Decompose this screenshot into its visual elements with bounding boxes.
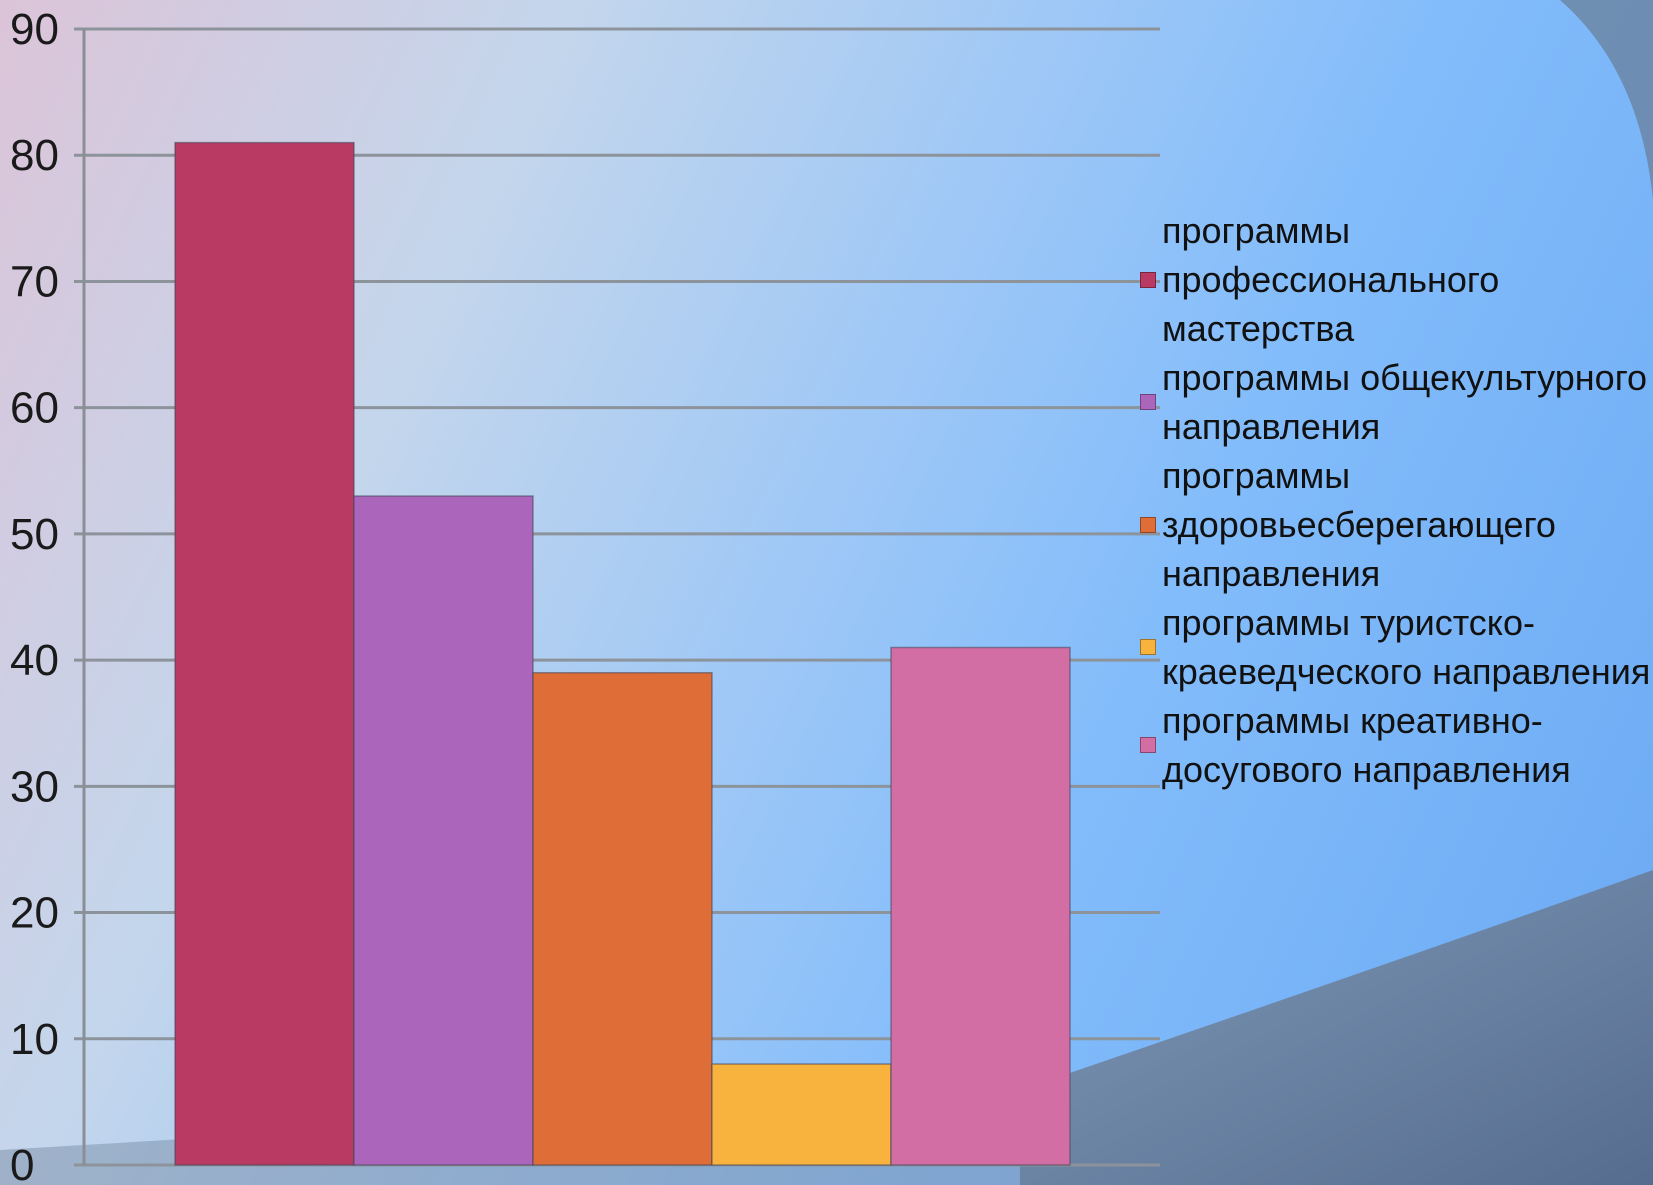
bar-5 bbox=[890, 646, 1071, 1166]
legend-item-4: программы туристско-краеведческого напра… bbox=[1136, 598, 1651, 696]
legend-item-5: программы креативно-досугового направлен… bbox=[1136, 696, 1651, 794]
legend-item-2: программы общекультурного направления bbox=[1136, 353, 1651, 451]
legend-swatch bbox=[1140, 516, 1156, 533]
y-tick-label: 40 bbox=[10, 636, 59, 685]
y-tick-label: 10 bbox=[10, 1015, 59, 1064]
legend-item-1: программы профессионального мастерства bbox=[1136, 206, 1651, 353]
legend-label: программы здоровьесберегающего направлен… bbox=[1162, 455, 1556, 594]
bars bbox=[174, 141, 1071, 1166]
y-tick-label: 60 bbox=[10, 384, 59, 433]
legend-label: программы креативно-досугового направлен… bbox=[1162, 700, 1571, 790]
legend-swatch bbox=[1140, 271, 1156, 288]
legend-label: программы туристско-краеведческого напра… bbox=[1162, 602, 1651, 692]
legend-item-3: программы здоровьесберегающего направлен… bbox=[1136, 451, 1651, 598]
legend-swatch bbox=[1140, 639, 1156, 655]
legend-label: программы общекультурного направления bbox=[1162, 357, 1648, 447]
y-tick-label: 50 bbox=[10, 510, 59, 559]
bar-3 bbox=[532, 671, 713, 1166]
legend-label: программы профессионального мастерства bbox=[1162, 210, 1500, 349]
bar-1 bbox=[174, 141, 355, 1166]
legend-swatch bbox=[1140, 394, 1156, 410]
legend: программы профессионального мастерства пр… bbox=[1136, 206, 1651, 794]
y-tick-label: 90 bbox=[10, 5, 59, 54]
y-axis: 0 10 20 30 40 50 60 70 80 90 bbox=[10, 5, 86, 1185]
legend-swatch bbox=[1140, 737, 1156, 753]
y-tick-label: 70 bbox=[10, 257, 59, 306]
bar-4 bbox=[711, 1063, 892, 1166]
y-tick-label: 30 bbox=[10, 762, 59, 811]
bar-2 bbox=[353, 495, 534, 1166]
y-tick-label: 80 bbox=[10, 131, 59, 180]
y-tick-label: 0 bbox=[10, 1141, 34, 1185]
y-tick-label: 20 bbox=[10, 889, 59, 938]
